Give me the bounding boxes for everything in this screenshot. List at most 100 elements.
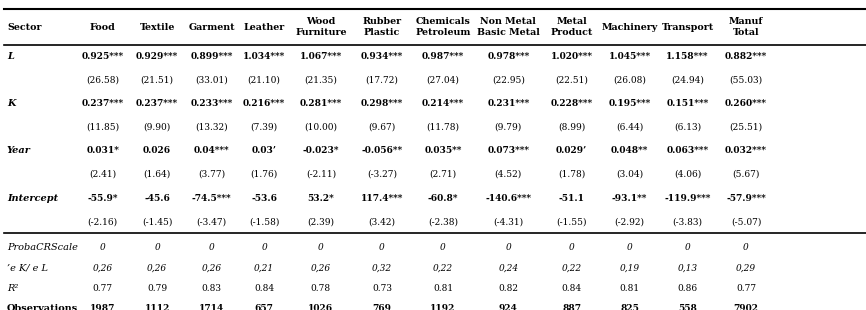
- Text: (17.72): (17.72): [365, 76, 398, 85]
- Text: (9.79): (9.79): [494, 123, 522, 132]
- Text: 0.84: 0.84: [561, 284, 582, 293]
- Text: ProbaCRScale: ProbaCRScale: [7, 243, 78, 252]
- Text: (4.52): (4.52): [494, 170, 522, 179]
- Text: (11.78): (11.78): [426, 123, 460, 132]
- Text: 0.899***: 0.899***: [191, 52, 233, 61]
- Text: 1026: 1026: [308, 304, 333, 310]
- Text: 0.233***: 0.233***: [191, 99, 233, 108]
- Text: 0.925***: 0.925***: [81, 52, 124, 61]
- Text: -51.1: -51.1: [559, 193, 585, 203]
- Text: 0.03’: 0.03’: [252, 146, 276, 156]
- Text: -57.9***: -57.9***: [727, 193, 766, 203]
- Text: (21.35): (21.35): [305, 76, 337, 85]
- Text: Intercept: Intercept: [7, 193, 58, 203]
- Text: Machinery: Machinery: [602, 23, 657, 32]
- Text: (6.13): (6.13): [674, 123, 701, 132]
- Text: (22.51): (22.51): [555, 76, 588, 85]
- Text: 0.237***: 0.237***: [136, 99, 178, 108]
- Text: (21.10): (21.10): [248, 76, 281, 85]
- Text: Leather: Leather: [243, 23, 285, 32]
- Text: 0: 0: [154, 243, 160, 252]
- Text: 1714: 1714: [199, 304, 224, 310]
- Text: (3.04): (3.04): [616, 170, 643, 179]
- Text: -119.9***: -119.9***: [664, 193, 711, 203]
- Text: 0,21: 0,21: [254, 263, 275, 272]
- Text: (24.94): (24.94): [671, 76, 704, 85]
- Text: (5.67): (5.67): [733, 170, 759, 179]
- Text: 0.86: 0.86: [677, 284, 698, 293]
- Text: 0.978***: 0.978***: [488, 52, 529, 61]
- Text: 657: 657: [255, 304, 274, 310]
- Text: 0: 0: [209, 243, 215, 252]
- Text: (-1.55): (-1.55): [556, 217, 587, 226]
- Text: 0.987***: 0.987***: [422, 52, 464, 61]
- Text: 0.77: 0.77: [736, 284, 756, 293]
- Text: Observations: Observations: [7, 304, 78, 310]
- Text: 0.83: 0.83: [202, 284, 222, 293]
- Text: 558: 558: [678, 304, 697, 310]
- Text: 1.067***: 1.067***: [300, 52, 342, 61]
- Text: 1192: 1192: [430, 304, 456, 310]
- Text: 0.882***: 0.882***: [725, 52, 767, 61]
- Text: 0,26: 0,26: [93, 263, 113, 272]
- Text: -93.1**: -93.1**: [612, 193, 647, 203]
- Text: 0.260***: 0.260***: [725, 99, 767, 108]
- Text: 0,29: 0,29: [736, 263, 756, 272]
- Text: (-3.83): (-3.83): [673, 217, 702, 226]
- Text: (1.78): (1.78): [558, 170, 585, 179]
- Text: 1.158***: 1.158***: [666, 52, 709, 61]
- Text: (4.06): (4.06): [674, 170, 701, 179]
- Text: 1112: 1112: [145, 304, 170, 310]
- Text: L: L: [7, 52, 14, 61]
- Text: 0.048**: 0.048**: [611, 146, 649, 156]
- Text: 0: 0: [262, 243, 267, 252]
- Text: K: K: [7, 99, 16, 108]
- Text: 1.045***: 1.045***: [609, 52, 650, 61]
- Text: -45.6: -45.6: [145, 193, 170, 203]
- Text: 0.031*: 0.031*: [87, 146, 119, 156]
- Text: 769: 769: [372, 304, 391, 310]
- Text: Food: Food: [90, 23, 115, 32]
- Text: (3.77): (3.77): [198, 170, 225, 179]
- Text: (-4.31): (-4.31): [494, 217, 523, 226]
- Text: ’e K/ e L: ’e K/ e L: [7, 263, 48, 272]
- Text: Sector: Sector: [7, 23, 42, 32]
- Text: 0: 0: [318, 243, 324, 252]
- Text: 0.934***: 0.934***: [361, 52, 403, 61]
- Text: 0.214***: 0.214***: [422, 99, 464, 108]
- Text: 0,22: 0,22: [561, 263, 582, 272]
- Text: 0.237***: 0.237***: [81, 99, 124, 108]
- Text: 117.4***: 117.4***: [361, 193, 403, 203]
- Text: 0.063***: 0.063***: [667, 146, 708, 156]
- Text: -0.023*: -0.023*: [302, 146, 339, 156]
- Text: (2.71): (2.71): [430, 170, 456, 179]
- Text: Metal
Product: Metal Product: [551, 17, 592, 37]
- Text: 1.034***: 1.034***: [243, 52, 285, 61]
- Text: 0.73: 0.73: [372, 284, 392, 293]
- Text: (2.39): (2.39): [307, 217, 334, 226]
- Text: (27.04): (27.04): [427, 76, 459, 85]
- Text: 0.029’: 0.029’: [556, 146, 587, 156]
- Text: 53.2*: 53.2*: [307, 193, 334, 203]
- Text: 0,24: 0,24: [498, 263, 519, 272]
- Text: -74.5***: -74.5***: [192, 193, 231, 203]
- Text: Non Metal
Basic Metal: Non Metal Basic Metal: [477, 17, 540, 37]
- Text: 0,13: 0,13: [677, 263, 698, 272]
- Text: 0.78: 0.78: [311, 284, 331, 293]
- Text: (-1.45): (-1.45): [142, 217, 172, 226]
- Text: 0.228***: 0.228***: [551, 99, 592, 108]
- Text: 0: 0: [743, 243, 749, 252]
- Text: 0.216***: 0.216***: [243, 99, 285, 108]
- Text: -55.9*: -55.9*: [87, 193, 118, 203]
- Text: (8.99): (8.99): [558, 123, 585, 132]
- Text: 0.929***: 0.929***: [136, 52, 178, 61]
- Text: (2.41): (2.41): [89, 170, 116, 179]
- Text: 0.151***: 0.151***: [667, 99, 708, 108]
- Text: (1.76): (1.76): [250, 170, 278, 179]
- Text: (21.51): (21.51): [140, 76, 174, 85]
- Text: 0,26: 0,26: [147, 263, 167, 272]
- Text: 0,19: 0,19: [619, 263, 640, 272]
- Text: 924: 924: [499, 304, 518, 310]
- Text: 0.79: 0.79: [147, 284, 167, 293]
- Text: 0,26: 0,26: [202, 263, 222, 272]
